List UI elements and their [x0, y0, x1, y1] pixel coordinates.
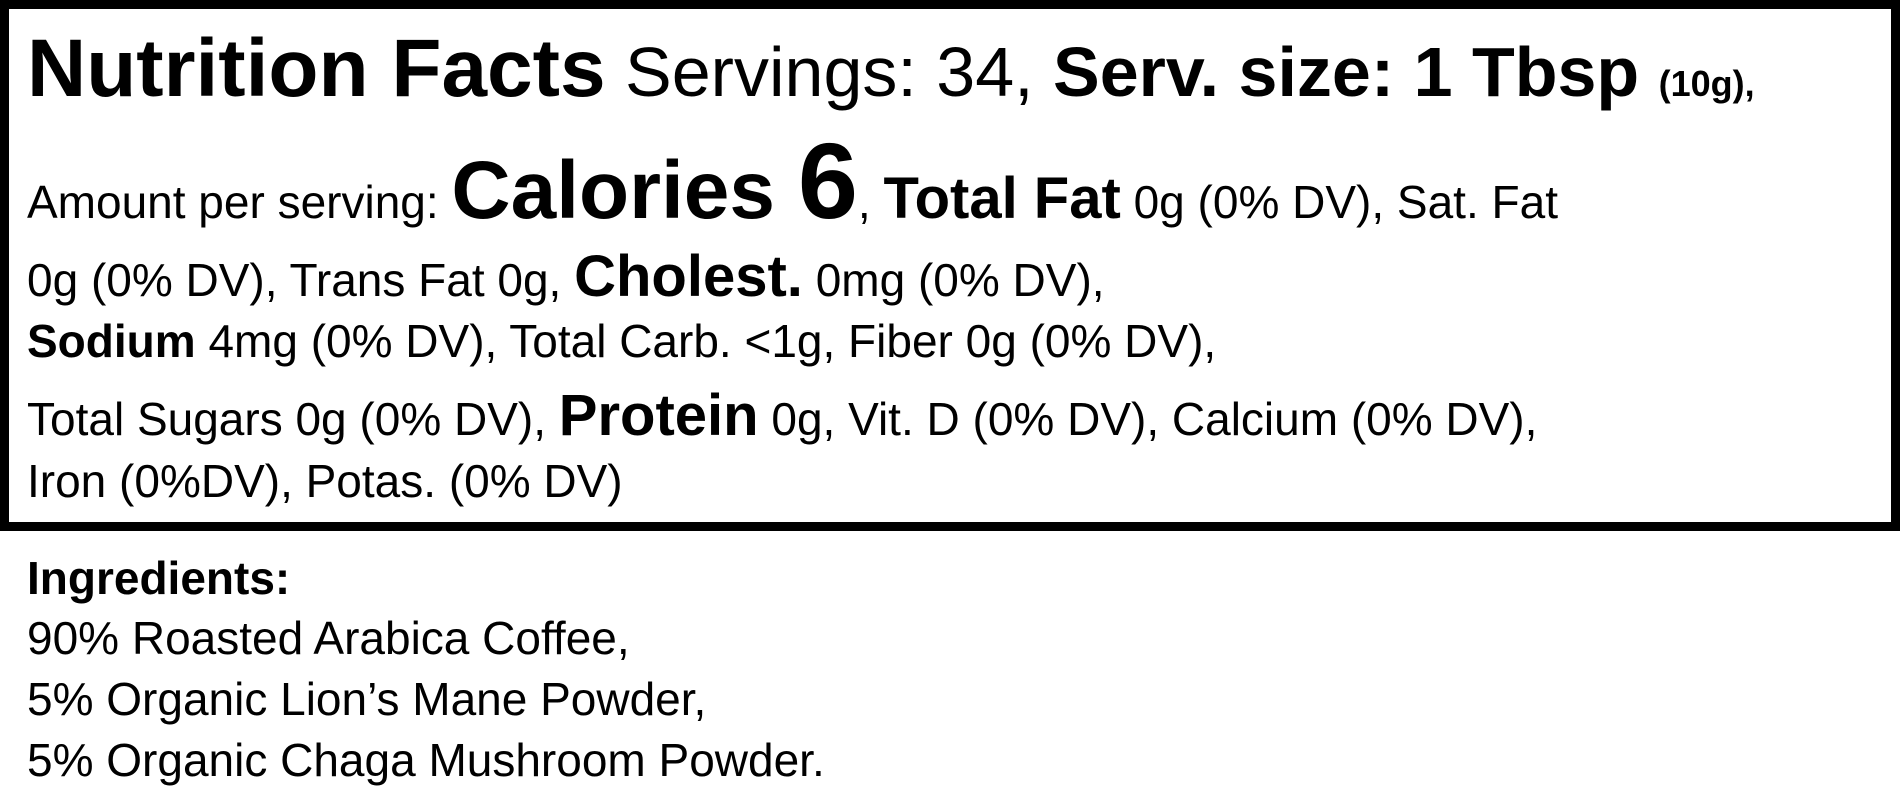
sodium-label: Sodium: [27, 315, 196, 367]
nutrition-facts-title: Nutrition Facts: [27, 23, 606, 114]
cholesterol-label: Cholest.: [574, 244, 803, 309]
calories-value: 6: [797, 120, 858, 241]
ingredient-item: 90% Roasted Arabica Coffee,: [27, 612, 630, 664]
sat-trans-fat-value: 0g (0% DV), Trans Fat 0g,: [27, 254, 575, 306]
calories-label: Calories: [451, 145, 798, 236]
nutrition-facts-panel: [0, 0, 1900, 531]
serving-grams: (10g),: [1658, 63, 1755, 104]
total-fat-value: 0g (0% DV), Sat. Fat: [1120, 176, 1558, 228]
calories-line: Amount per serving: Calories 6, Total Fa…: [27, 127, 1558, 268]
serving-size: Serv. size: 1 Tbsp: [1053, 33, 1659, 111]
nutrition-header-line: Nutrition Facts Servings: 34, Serv. size…: [27, 28, 1755, 133]
cholesterol-value: 0mg (0% DV),: [802, 254, 1105, 306]
amount-per-serving-label: Amount per serving:: [27, 176, 452, 228]
sugars-value: Total Sugars 0g (0% DV),: [27, 393, 559, 445]
protein-line: Total Sugars 0g (0% DV), Protein 0g, Vit…: [27, 387, 1537, 460]
ingredients-heading: Ingredients:: [27, 552, 291, 604]
separator: ,: [857, 176, 884, 228]
sodium-value: 4mg (0% DV), Total Carb. <1g, Fiber 0g (…: [195, 315, 1217, 367]
cholesterol-line: 0g (0% DV), Trans Fat 0g, Cholest. 0mg (…: [27, 248, 1105, 321]
ingredient-item: 5% Organic Chaga Mushroom Powder.: [27, 734, 825, 786]
minerals-line: Iron (0%DV), Potas. (0% DV): [27, 455, 623, 507]
protein-label: Protein: [558, 383, 759, 448]
total-fat-label: Total Fat: [883, 166, 1121, 231]
ingredient-item: 5% Organic Lion’s Mane Powder,: [27, 673, 707, 725]
protein-value: 0g, Vit. D (0% DV), Calcium (0% DV),: [758, 393, 1538, 445]
servings: Servings: 34,: [605, 33, 1054, 111]
sodium-line: Sodium 4mg (0% DV), Total Carb. <1g, Fib…: [27, 318, 1216, 376]
